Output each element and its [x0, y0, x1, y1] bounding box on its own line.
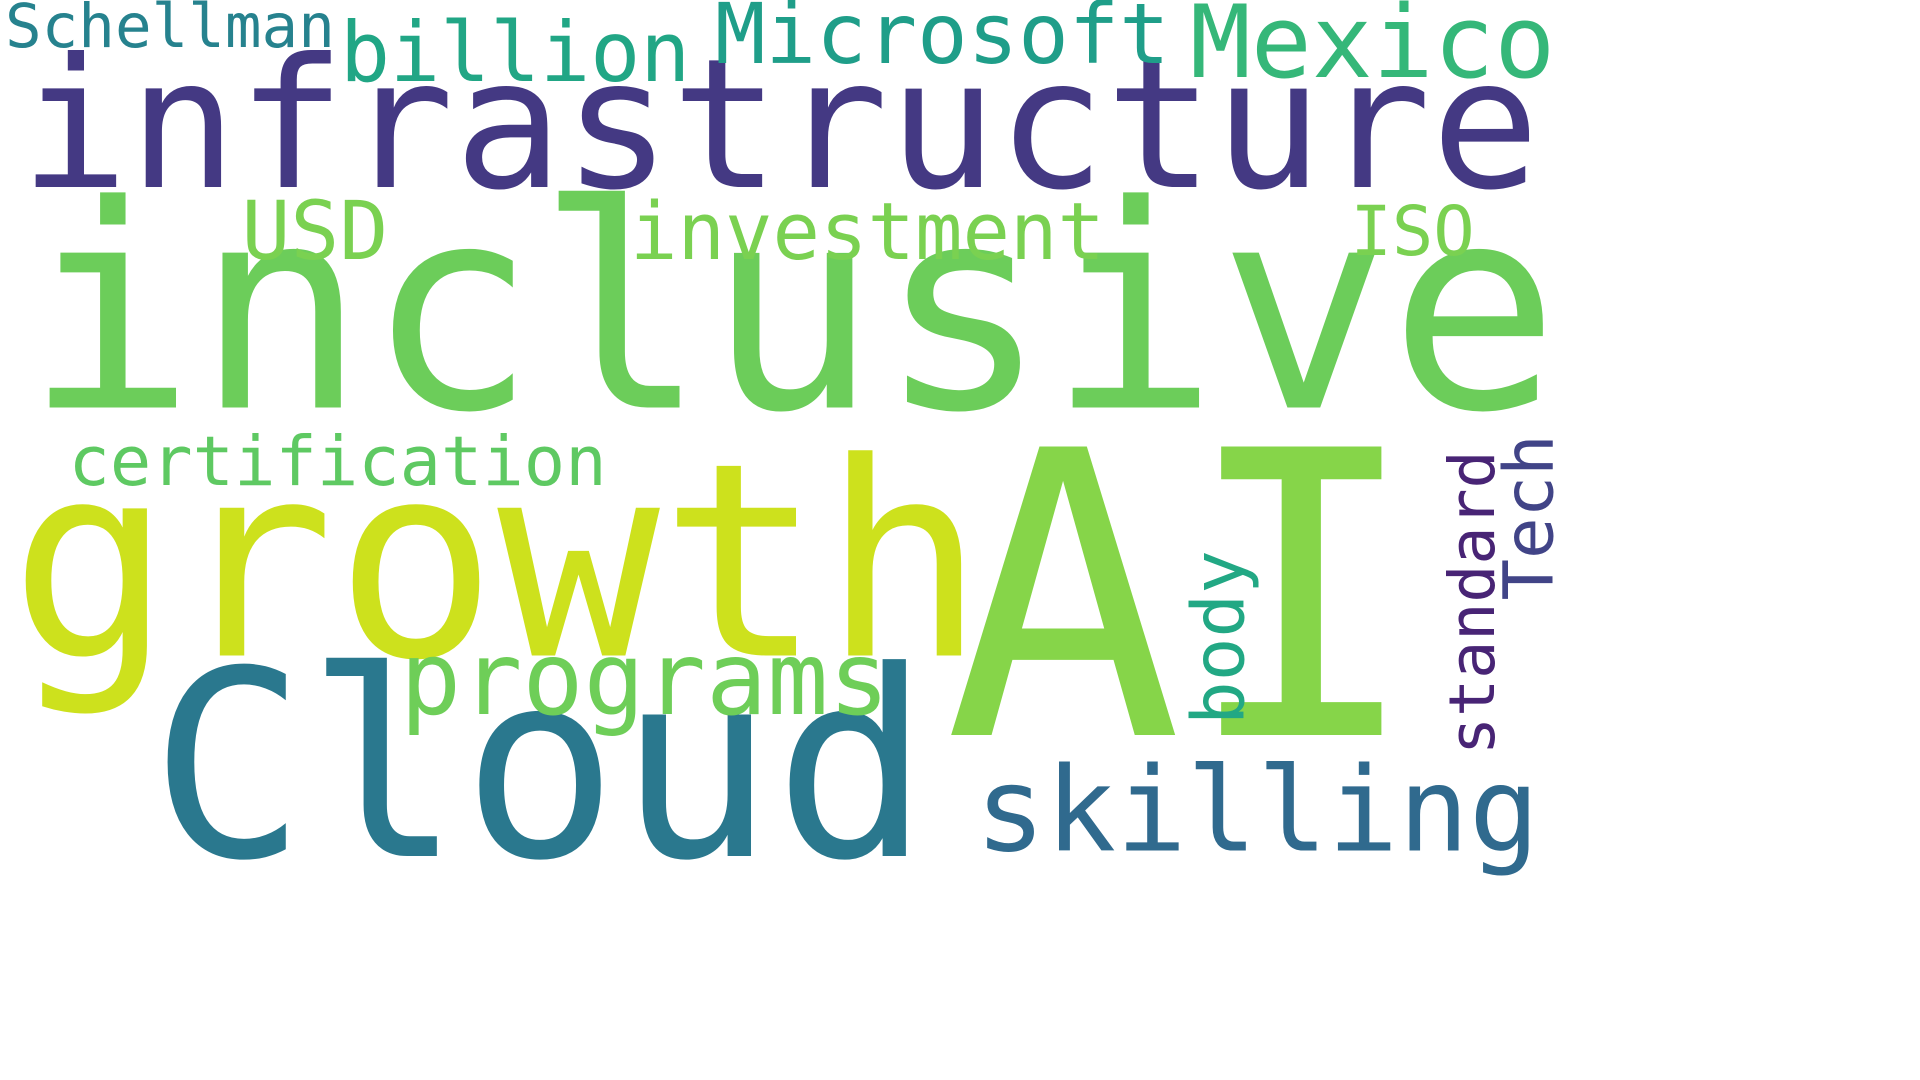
word-body: body	[1177, 550, 1262, 725]
word-mexico: Mexico	[1190, 0, 1556, 101]
word-programs: programs	[400, 620, 890, 738]
word-inclusive: inclusive	[25, 144, 1560, 475]
word-investment: investment	[630, 186, 1105, 278]
word-usd: USD	[241, 185, 389, 279]
word-iso: ISO	[1350, 192, 1475, 272]
word-microsoft: Microsoft	[715, 0, 1170, 83]
word-cloud-term: Cloud	[150, 616, 931, 918]
word-certification: certification	[68, 422, 607, 502]
word-schellman: Schellman	[5, 0, 335, 62]
word-skilling: skilling	[975, 741, 1540, 879]
word-ai: AI	[944, 369, 1421, 829]
word-tech: Tech	[1489, 434, 1570, 601]
word-growth: growth	[9, 404, 986, 720]
word-billion: billion	[340, 4, 691, 101]
word-infrastructure: infrastructure	[20, 20, 1540, 230]
